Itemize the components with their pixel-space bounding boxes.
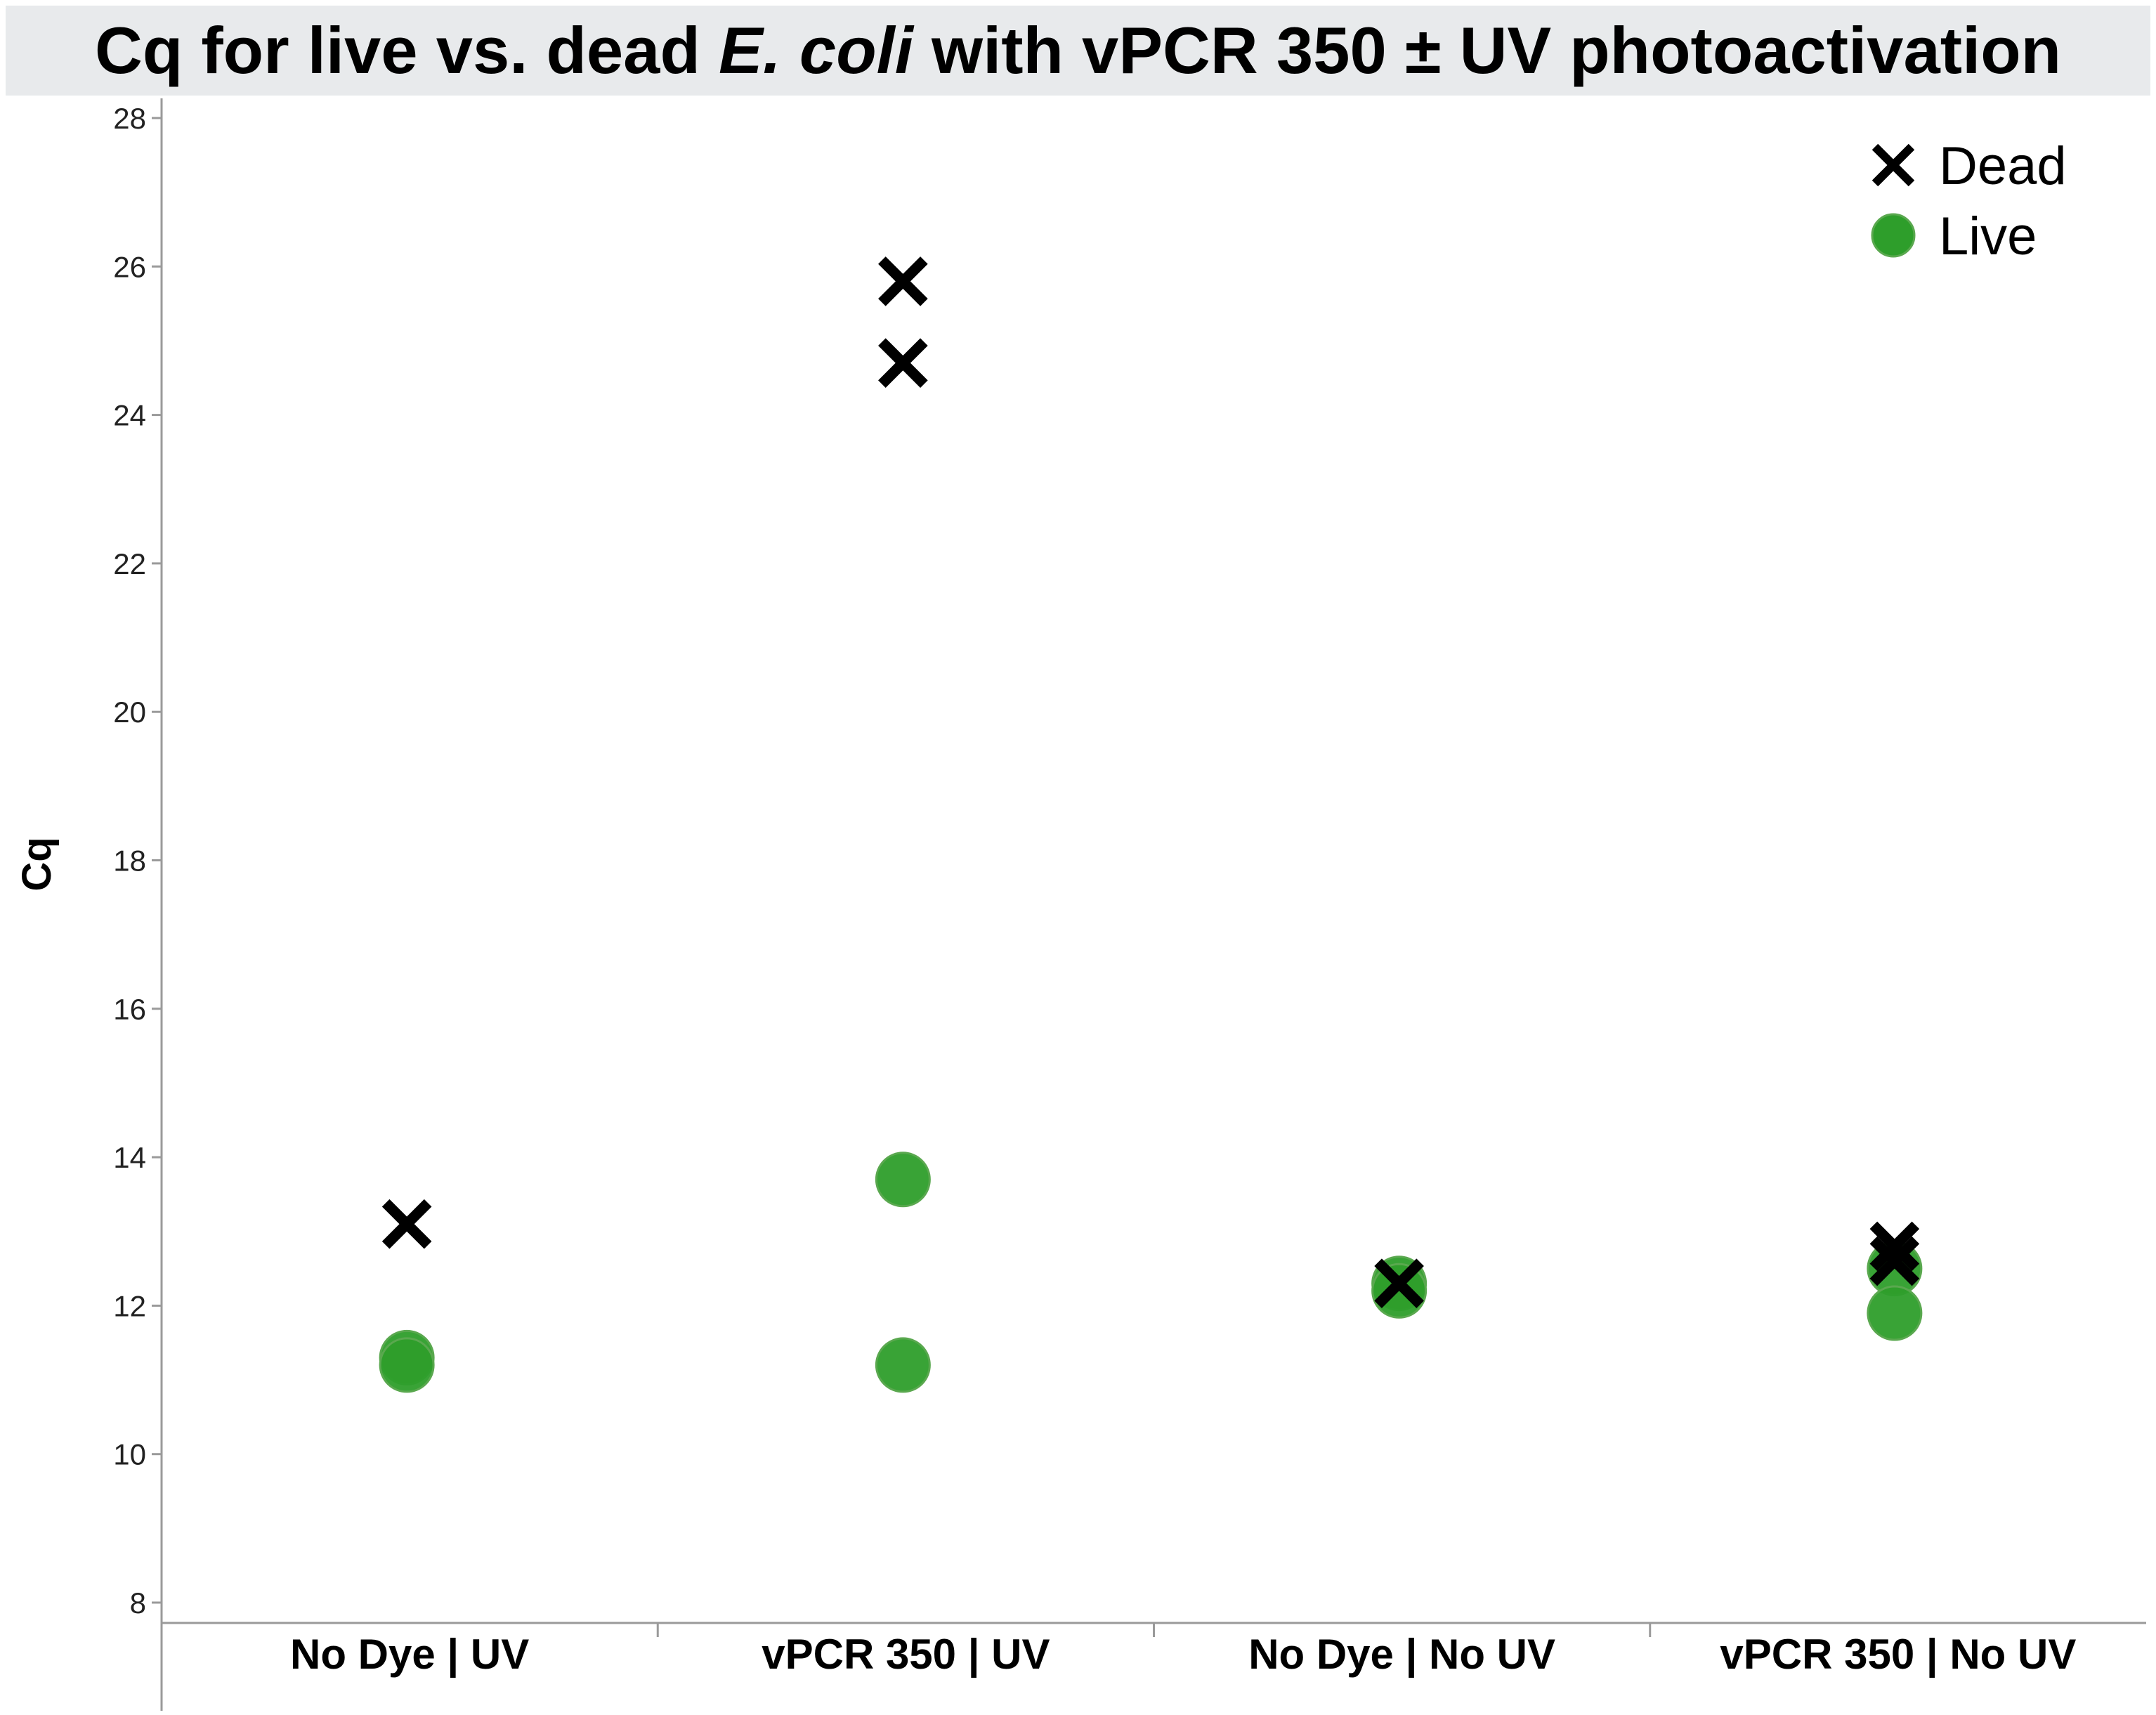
x-category-label: vPCR 350 | UV [762, 1631, 1050, 1678]
dead-point [878, 338, 928, 388]
series-live [379, 1152, 1923, 1393]
chart-title-suffix: with vPCR 350 ± UV photoactivation [913, 13, 2062, 87]
y-tick-label: 24 [113, 399, 146, 432]
y-tick-label: 26 [113, 250, 146, 283]
dead-point [1374, 1258, 1424, 1309]
x-axis-ticks: No Dye | UV vPCR 350 | UV No Dye | No UV vP… [290, 1623, 2076, 1678]
x-category-label: No Dye | UV [290, 1631, 529, 1678]
chart-title-bar: Cq for live vs. dead E. coli with vPCR 3… [6, 6, 2150, 96]
y-tick-label: 20 [113, 696, 146, 729]
legend-dead-marker [1871, 143, 1915, 187]
live-point [379, 1337, 435, 1393]
live-point [875, 1152, 931, 1208]
series-dead [381, 256, 1920, 1309]
y-tick-label: 10 [113, 1438, 146, 1471]
legend-label-dead: Dead [1939, 136, 2067, 196]
y-axis-ticks: 8 10 12 14 16 18 20 22 24 26 28 [113, 102, 162, 1619]
x-category-label: No Dye | No UV [1248, 1631, 1555, 1678]
y-tick-label: 28 [113, 102, 146, 135]
dead-point [878, 256, 928, 306]
chart-title-prefix: Cq for live vs. dead [94, 13, 719, 87]
dead-point [1869, 1236, 1920, 1286]
dead-point [381, 1199, 432, 1249]
y-axis-title: Cq [14, 837, 60, 891]
legend: Dead Live [1871, 136, 2067, 266]
dead-point [1869, 1221, 1920, 1272]
x-category-label: vPCR 350 | No UV [1720, 1631, 2076, 1678]
chart-axes [160, 98, 2146, 1711]
y-tick-label: 12 [113, 1289, 146, 1322]
y-tick-label: 14 [113, 1141, 146, 1174]
y-tick-label: 18 [113, 845, 146, 878]
y-tick-label: 22 [113, 547, 146, 580]
legend-label-live: Live [1939, 207, 2037, 266]
chart-title-italic: E. coli [719, 13, 913, 87]
legend-live-marker [1871, 213, 1916, 258]
live-point [875, 1337, 931, 1393]
chart-title: Cq for live vs. dead E. coli with vPCR 3… [6, 6, 2150, 96]
y-tick-label: 8 [130, 1586, 146, 1619]
live-point [1867, 1285, 1923, 1341]
y-tick-label: 16 [113, 993, 146, 1026]
